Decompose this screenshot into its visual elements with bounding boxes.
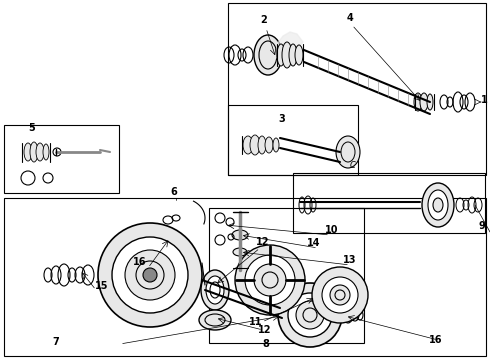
- Text: 8: 8: [263, 339, 270, 349]
- Ellipse shape: [24, 143, 32, 161]
- Text: 10: 10: [325, 225, 339, 235]
- Circle shape: [125, 250, 175, 300]
- Bar: [228, 3, 486, 175]
- Circle shape: [278, 283, 342, 347]
- Ellipse shape: [414, 93, 422, 111]
- Text: 12: 12: [256, 237, 270, 247]
- Text: 12: 12: [258, 325, 272, 335]
- Ellipse shape: [233, 248, 247, 256]
- Ellipse shape: [36, 143, 44, 161]
- Circle shape: [235, 245, 305, 315]
- Text: 16: 16: [133, 257, 147, 267]
- Ellipse shape: [250, 135, 260, 155]
- Ellipse shape: [289, 44, 297, 66]
- Circle shape: [330, 285, 350, 305]
- Ellipse shape: [336, 136, 360, 168]
- Ellipse shape: [295, 45, 303, 65]
- Circle shape: [143, 268, 157, 282]
- Bar: [293, 173, 485, 233]
- Circle shape: [245, 255, 295, 305]
- Text: 7: 7: [52, 337, 59, 347]
- Circle shape: [288, 293, 332, 337]
- Ellipse shape: [422, 183, 454, 227]
- Bar: [228, 105, 358, 175]
- Ellipse shape: [282, 42, 292, 68]
- Ellipse shape: [206, 276, 224, 304]
- Ellipse shape: [433, 198, 443, 212]
- Text: 11: 11: [249, 317, 263, 327]
- Ellipse shape: [30, 142, 38, 162]
- Ellipse shape: [258, 136, 266, 154]
- Text: 3: 3: [279, 114, 285, 124]
- Ellipse shape: [273, 138, 279, 152]
- Ellipse shape: [243, 136, 253, 154]
- Ellipse shape: [201, 270, 229, 310]
- Ellipse shape: [254, 35, 282, 75]
- Text: 4: 4: [346, 13, 353, 23]
- Ellipse shape: [427, 94, 433, 110]
- Circle shape: [98, 223, 202, 327]
- Ellipse shape: [265, 137, 273, 153]
- Text: 1: 1: [481, 95, 488, 105]
- Bar: [4, 198, 486, 356]
- Ellipse shape: [420, 93, 428, 111]
- Bar: [209, 208, 364, 343]
- Text: 13: 13: [343, 255, 357, 265]
- Polygon shape: [277, 32, 303, 58]
- Text: 16: 16: [429, 335, 443, 345]
- Ellipse shape: [232, 230, 248, 240]
- Ellipse shape: [294, 49, 300, 61]
- Circle shape: [254, 264, 286, 296]
- Ellipse shape: [286, 48, 292, 62]
- Text: 9: 9: [479, 221, 486, 231]
- Text: 5: 5: [28, 123, 35, 133]
- Circle shape: [312, 267, 368, 323]
- Ellipse shape: [428, 190, 448, 220]
- Text: 14: 14: [307, 238, 321, 248]
- Circle shape: [112, 237, 188, 313]
- Text: 15: 15: [95, 281, 109, 291]
- Ellipse shape: [199, 310, 231, 330]
- Bar: [4, 125, 119, 193]
- Text: C: C: [350, 162, 356, 171]
- Text: 2: 2: [261, 15, 268, 25]
- Circle shape: [322, 277, 358, 313]
- Text: 6: 6: [171, 187, 177, 197]
- Circle shape: [296, 301, 324, 329]
- Ellipse shape: [277, 44, 285, 66]
- Ellipse shape: [278, 49, 284, 61]
- Ellipse shape: [43, 144, 49, 160]
